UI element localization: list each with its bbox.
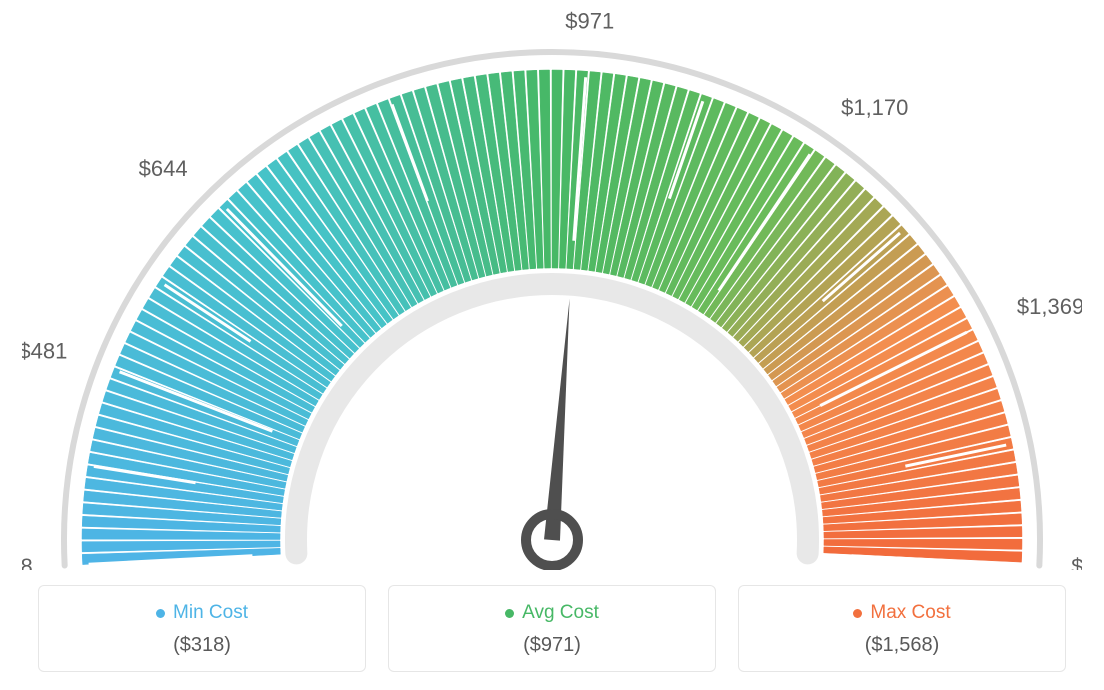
svg-text:$481: $481 bbox=[22, 338, 67, 363]
summary-cards: Min Cost ($318) Avg Cost ($971) Max Cost… bbox=[38, 585, 1066, 672]
avg-label-text: Avg Cost bbox=[522, 602, 599, 624]
max-dot-icon bbox=[853, 609, 862, 618]
min-label-text: Min Cost bbox=[173, 602, 248, 624]
max-cost-card: Max Cost ($1,568) bbox=[738, 585, 1066, 672]
min-cost-card: Min Cost ($318) bbox=[38, 585, 366, 672]
svg-text:$318: $318 bbox=[22, 554, 33, 570]
max-cost-value: ($1,568) bbox=[739, 634, 1065, 657]
avg-cost-value: ($971) bbox=[389, 634, 715, 657]
gauge-svg: $318 $481 $644 $971 $1,170 $1,369 $1,568 bbox=[22, 10, 1082, 570]
max-cost-label: Max Cost bbox=[853, 602, 950, 624]
svg-text:$1,568: $1,568 bbox=[1071, 554, 1082, 570]
gauge-chart: $318 $481 $644 $971 $1,170 $1,369 $1,568 bbox=[22, 10, 1082, 570]
min-cost-value: ($318) bbox=[39, 634, 365, 657]
svg-text:$971: $971 bbox=[565, 10, 614, 33]
avg-dot-icon bbox=[505, 609, 514, 618]
min-dot-icon bbox=[156, 609, 165, 618]
min-cost-label: Min Cost bbox=[156, 602, 248, 624]
avg-cost-card: Avg Cost ($971) bbox=[388, 585, 716, 672]
max-label-text: Max Cost bbox=[870, 602, 950, 624]
svg-text:$1,369: $1,369 bbox=[1017, 294, 1082, 319]
svg-text:$644: $644 bbox=[139, 156, 188, 181]
svg-text:$1,170: $1,170 bbox=[841, 95, 908, 120]
avg-cost-label: Avg Cost bbox=[505, 602, 599, 624]
